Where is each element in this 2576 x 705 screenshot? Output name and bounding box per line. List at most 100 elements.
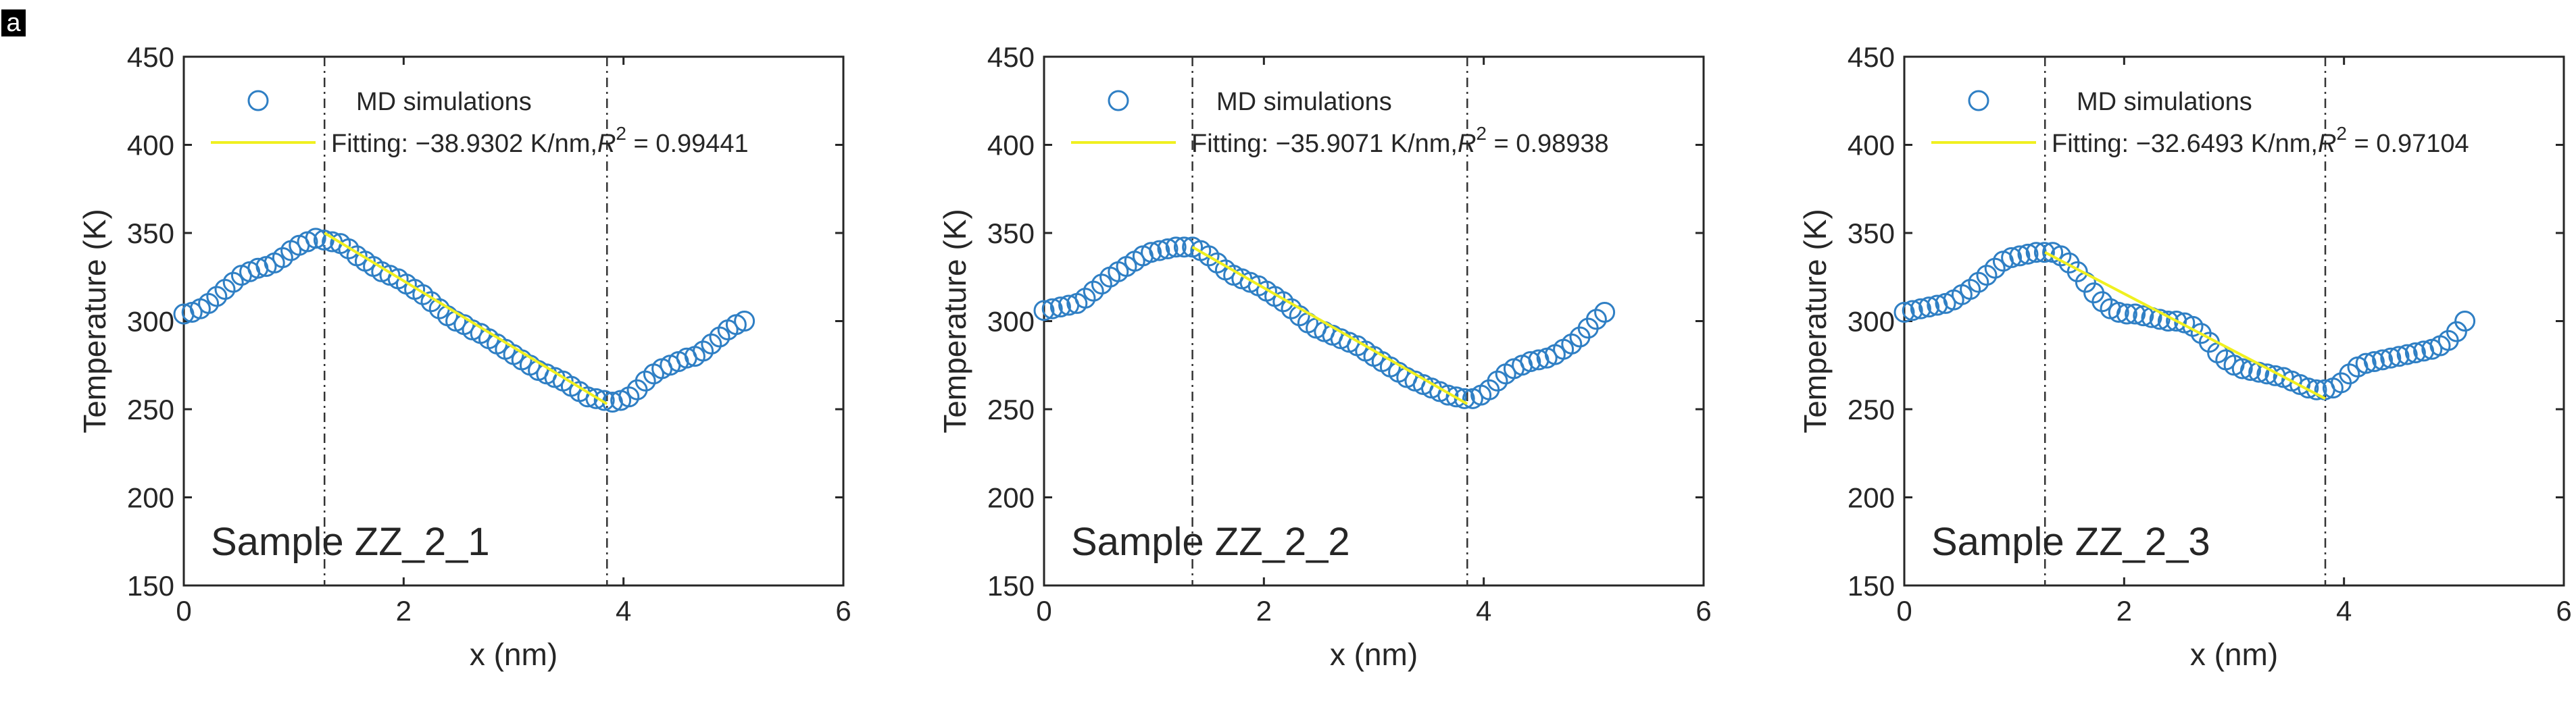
- data-point: [1083, 280, 1104, 302]
- data-point: [709, 326, 730, 348]
- data-point: [2396, 344, 2418, 365]
- x-tick-label: 2: [2116, 595, 2132, 627]
- x-axis-label: x (nm): [1330, 637, 1418, 672]
- x-tick-label: 4: [616, 595, 631, 627]
- data-point: [1968, 271, 1989, 293]
- data-point: [305, 228, 326, 249]
- legend: MD simulations Fitting: −38.9302 K/nm,R2 …: [211, 88, 749, 158]
- data-point: [1910, 298, 1931, 319]
- x-axis-label: x (nm): [2190, 637, 2278, 672]
- data-point: [2001, 247, 2023, 269]
- data-point: [313, 229, 335, 251]
- panel-label: a: [1, 9, 26, 37]
- y-tick-label: 300: [127, 306, 174, 338]
- legend-r2-exponent: 2: [616, 123, 626, 144]
- data-point: [1902, 300, 1923, 321]
- y-axis-label: Temperature (K): [77, 209, 112, 433]
- x-tick-label: 0: [176, 595, 191, 627]
- data-point: [2116, 303, 2137, 325]
- legend-fit-slope: −32.6493 K/nm,: [2136, 130, 2318, 158]
- data-point: [2363, 351, 2385, 373]
- data-point: [701, 333, 722, 355]
- legend-fit-slope: −38.9302 K/nm,: [416, 130, 597, 158]
- data-point: [2404, 342, 2426, 363]
- y-tick-label: 150: [127, 570, 174, 602]
- data-point: [2149, 309, 2171, 330]
- y-tick-label: 400: [1848, 130, 1895, 161]
- y-tick-label: 350: [987, 217, 1035, 249]
- data-point: [2446, 321, 2467, 342]
- legend-fit-prefix: Fitting:: [1191, 130, 1276, 158]
- sample-label: Sample ZZ_2_2: [1071, 520, 1350, 564]
- y-tick-label: 400: [987, 130, 1035, 161]
- y-tick-label: 350: [127, 217, 174, 249]
- data-point: [206, 286, 228, 307]
- data-point: [2454, 311, 2476, 332]
- data-point: [2298, 377, 2319, 399]
- y-tick-label: 250: [127, 394, 174, 425]
- data-point: [2380, 347, 2402, 369]
- y-tick-label: 400: [127, 130, 174, 161]
- data-point: [2009, 245, 2031, 267]
- chart-panel-3: 0 2 4 6 150 200 250 300 350 400 450 x (nm) Temperatu…: [1798, 41, 2572, 672]
- data-point: [1445, 386, 1467, 408]
- x-tick-label: 6: [1695, 595, 1711, 627]
- y-tick-label: 200: [987, 482, 1035, 514]
- fit-line: [324, 232, 608, 405]
- legend: MD simulations Fitting: −32.6493 K/nm,R2 …: [1931, 88, 2469, 158]
- legend-r2-value: = 0.98938: [1487, 130, 1609, 158]
- y-axis-label: Temperature (K): [1798, 209, 1833, 433]
- data-point: [222, 271, 244, 293]
- fit-line: [1191, 246, 1468, 405]
- legend-r2-symbol: R: [2318, 130, 2336, 158]
- y-tick-label: 450: [987, 41, 1035, 73]
- data-point: [1520, 351, 1541, 373]
- x-tick-label: 6: [835, 595, 851, 627]
- y-tick-label: 250: [1848, 394, 1895, 425]
- y-tick-label: 150: [987, 570, 1035, 602]
- chart-panel-2: 0 2 4 6 150 200 250 300 350 400 450 x (nm) Temperatu…: [937, 41, 1712, 672]
- data-point: [2066, 261, 2088, 282]
- y-tick-label: 450: [1848, 41, 1895, 73]
- data-point: [1141, 242, 1162, 263]
- data-point: [214, 279, 236, 301]
- data-point: [1157, 238, 1179, 259]
- y-tick-label: 150: [1848, 570, 1895, 602]
- data-point: [1984, 257, 2006, 279]
- data-point: [2231, 358, 2253, 380]
- legend-r2-symbol: R: [597, 130, 616, 158]
- chart-panel-1: 0 2 4 6 150 200 250 300 350 400 450 x (nm) Temperatu…: [77, 41, 851, 672]
- data-point: [2125, 303, 2146, 325]
- data-point: [734, 311, 756, 332]
- legend-r2-exponent: 2: [1476, 123, 1487, 144]
- legend-r2-value: = 0.97104: [2347, 130, 2469, 158]
- legend-fit-prefix: Fitting:: [2052, 130, 2136, 158]
- legend-md-label: MD simulations: [2077, 88, 2252, 116]
- data-point: [1049, 296, 1071, 318]
- y-tick-label: 200: [1848, 482, 1895, 514]
- panel-label-box: [1, 9, 26, 36]
- y-axis-label: Temperature (K): [937, 209, 972, 433]
- data-point: [585, 388, 607, 409]
- data-point: [1454, 388, 1475, 409]
- x-tick-label: 0: [1036, 595, 1051, 627]
- x-axis-label: x (nm): [470, 637, 558, 672]
- legend-r2-exponent: 2: [2336, 123, 2347, 144]
- data-point: [1976, 265, 1998, 286]
- legend-md-marker: [1108, 90, 1129, 111]
- legend-fit-label: Fitting: −38.9302 K/nm,R2 = 0.99441: [331, 123, 749, 158]
- y-tick-label: 200: [127, 482, 174, 514]
- sample-label: Sample ZZ_2_3: [1931, 520, 2210, 564]
- data-point: [2017, 243, 2039, 265]
- data-point: [2388, 346, 2410, 367]
- data-point: [2372, 349, 2394, 371]
- x-tick-label: 0: [1896, 595, 1912, 627]
- data-point: [2033, 242, 2055, 263]
- x-tick-label: 4: [1476, 595, 1491, 627]
- data-point: [1091, 273, 1112, 295]
- data-point: [1437, 384, 1459, 406]
- data-point: [1893, 301, 1915, 323]
- legend-r2-symbol: R: [1458, 130, 1476, 158]
- legend-r2-value: = 0.99441: [626, 130, 749, 158]
